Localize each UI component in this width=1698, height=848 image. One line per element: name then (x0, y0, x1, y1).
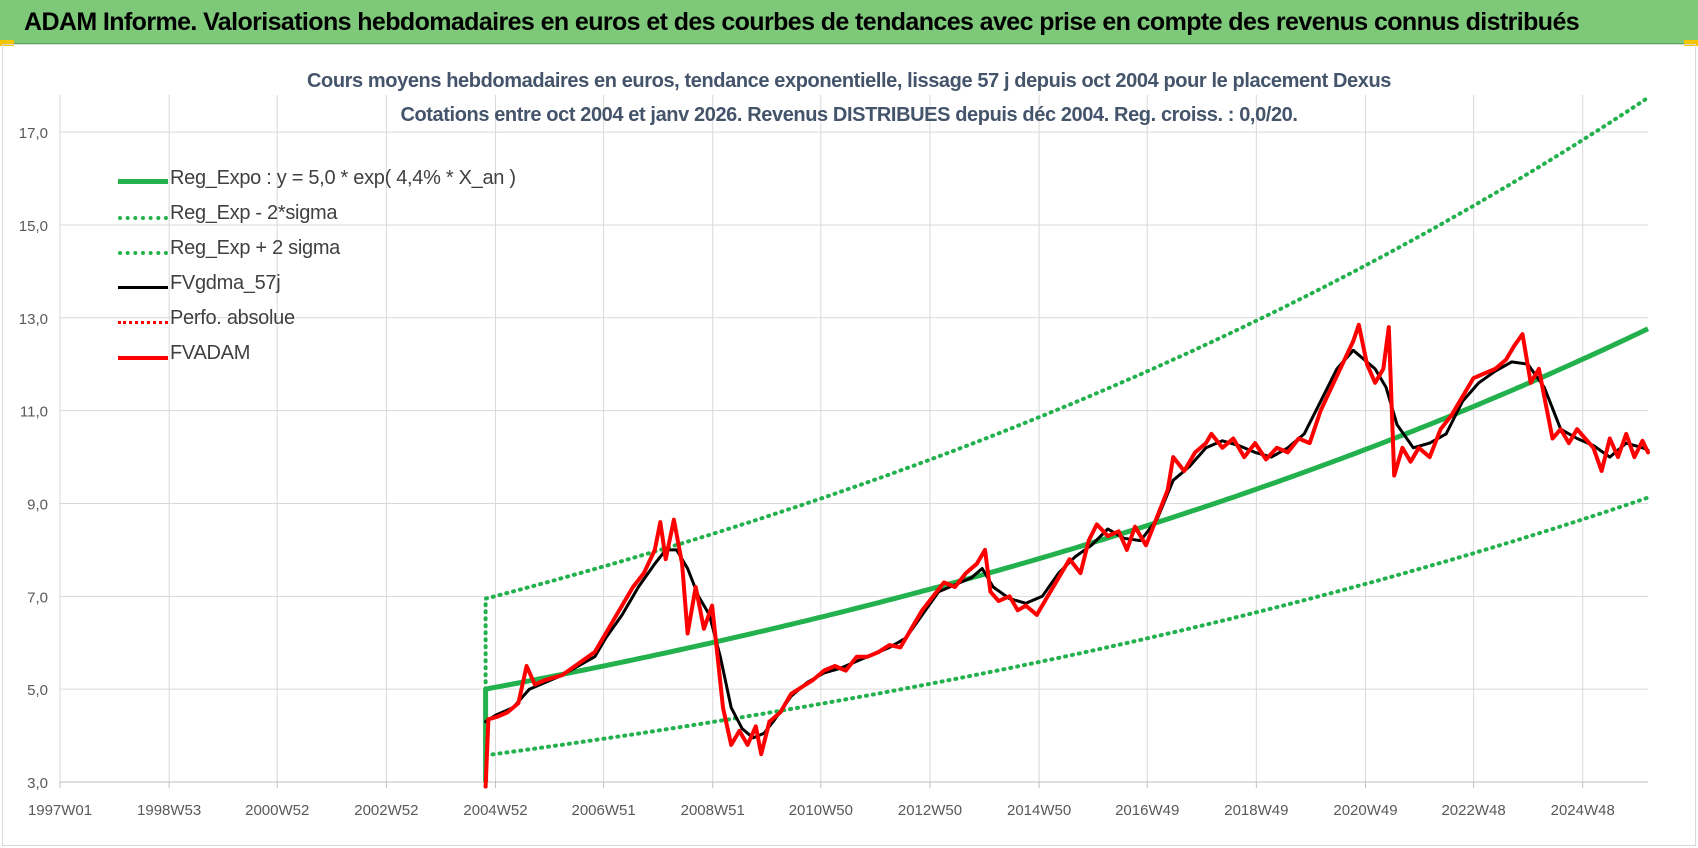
series-smoothed-line (484, 348, 1650, 740)
series-value-line (483, 322, 1650, 789)
legend-label: FVADAM (170, 342, 251, 364)
axes: 3,0 5,0 7,0 9,0 11,0 13,0 15,0 17,0 1997W01 1998W… (19, 125, 1648, 819)
corner-marker-right (1684, 40, 1698, 46)
report-banner: ADAM Informe. Valorisations hebdomadaire… (0, 0, 1698, 44)
y-tick-label: 3,0 (27, 775, 48, 792)
x-tick-label: 2020W49 (1333, 802, 1397, 819)
x-tick-label: 2014W50 (1007, 802, 1071, 819)
series-upper-band (483, 95, 1650, 692)
y-tick-label: 11,0 (20, 404, 48, 421)
legend-swatch (118, 356, 168, 360)
x-tick-label: 1998W53 (137, 802, 201, 819)
x-tick-label: 2000W52 (245, 802, 309, 819)
legend-label: FVgdma_57j (170, 272, 281, 294)
grid-lines (59, 95, 1648, 783)
chart-title: Cours moyens hebdomadaires en euros, ten… (306, 70, 1392, 92)
x-tick-label: 2018W49 (1224, 802, 1288, 819)
legend-label: Reg_Expo : y = 5,0 * exp( 4,4% * X_an ) (170, 167, 516, 189)
corner-marker-left (0, 40, 14, 46)
legend-swatch (118, 321, 168, 324)
y-tick-label: 13,0 (19, 311, 48, 328)
y-tick-label: 5,0 (27, 682, 48, 699)
y-tick-label: 9,0 (27, 496, 48, 513)
series-lower-band (483, 495, 1650, 758)
x-tick-label: 2022W48 (1441, 802, 1505, 819)
legend-swatch (118, 216, 168, 220)
legend-swatch (118, 286, 168, 289)
x-tick-label: 2016W49 (1115, 802, 1179, 819)
legend-label: Reg_Exp + 2 sigma (170, 237, 340, 259)
x-tick-label: 2002W52 (354, 802, 418, 819)
legend-label: Reg_Exp - 2*sigma (170, 202, 338, 224)
legend-swatch (118, 179, 168, 184)
report-title: ADAM Informe. Valorisations hebdomadaire… (24, 8, 1580, 36)
x-tick-label: 2012W50 (898, 802, 962, 819)
x-tick-label: 2024W48 (1551, 802, 1615, 819)
y-tick-label: 7,0 (27, 589, 48, 606)
chart-frame (2, 44, 1696, 846)
x-tick-label: 1997W01 (28, 802, 92, 819)
legend-swatch (118, 251, 168, 255)
chart-subtitle: Cotations entre oct 2004 et janv 2026. R… (400, 104, 1298, 126)
y-tick-label: 15,0 (19, 218, 48, 235)
legend-label: Perfo. absolue (170, 307, 295, 329)
x-tick-label: 2008W51 (681, 802, 745, 819)
x-tick-label: 2004W52 (463, 802, 527, 819)
x-tick-label: 2010W50 (789, 802, 853, 819)
y-tick-label: 17,0 (19, 125, 48, 142)
series-layer (483, 95, 1650, 789)
x-tick-label: 2006W51 (571, 802, 635, 819)
